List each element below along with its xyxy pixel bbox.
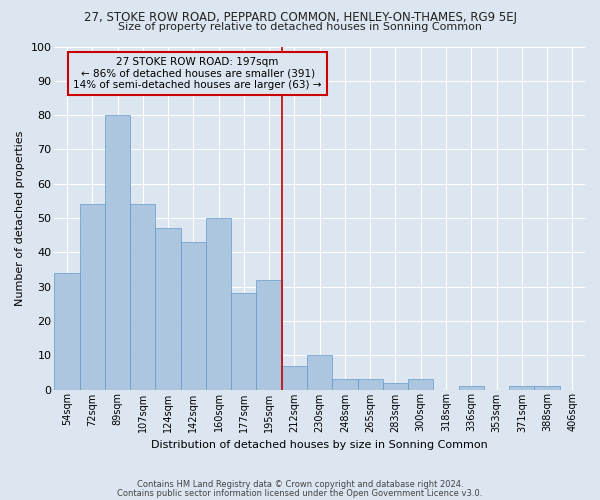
Y-axis label: Number of detached properties: Number of detached properties xyxy=(15,130,25,306)
Bar xyxy=(55,273,80,390)
Text: Size of property relative to detached houses in Sonning Common: Size of property relative to detached ho… xyxy=(118,22,482,32)
Text: 27 STOKE ROW ROAD: 197sqm
← 86% of detached houses are smaller (391)
14% of semi: 27 STOKE ROW ROAD: 197sqm ← 86% of detac… xyxy=(73,57,322,90)
Bar xyxy=(307,355,332,390)
Bar xyxy=(105,115,130,390)
Bar xyxy=(282,366,307,390)
Bar xyxy=(80,204,105,390)
Bar xyxy=(358,379,383,390)
Bar xyxy=(155,228,181,390)
X-axis label: Distribution of detached houses by size in Sonning Common: Distribution of detached houses by size … xyxy=(151,440,488,450)
Bar xyxy=(509,386,535,390)
Bar xyxy=(458,386,484,390)
Bar xyxy=(256,280,282,390)
Bar xyxy=(535,386,560,390)
Text: 27, STOKE ROW ROAD, PEPPARD COMMON, HENLEY-ON-THAMES, RG9 5EJ: 27, STOKE ROW ROAD, PEPPARD COMMON, HENL… xyxy=(83,11,517,24)
Bar xyxy=(130,204,155,390)
Bar xyxy=(231,294,256,390)
Bar xyxy=(332,379,358,390)
Text: Contains HM Land Registry data © Crown copyright and database right 2024.: Contains HM Land Registry data © Crown c… xyxy=(137,480,463,489)
Text: Contains public sector information licensed under the Open Government Licence v3: Contains public sector information licen… xyxy=(118,489,482,498)
Bar xyxy=(408,379,433,390)
Bar xyxy=(383,382,408,390)
Bar xyxy=(206,218,231,390)
Bar xyxy=(181,242,206,390)
